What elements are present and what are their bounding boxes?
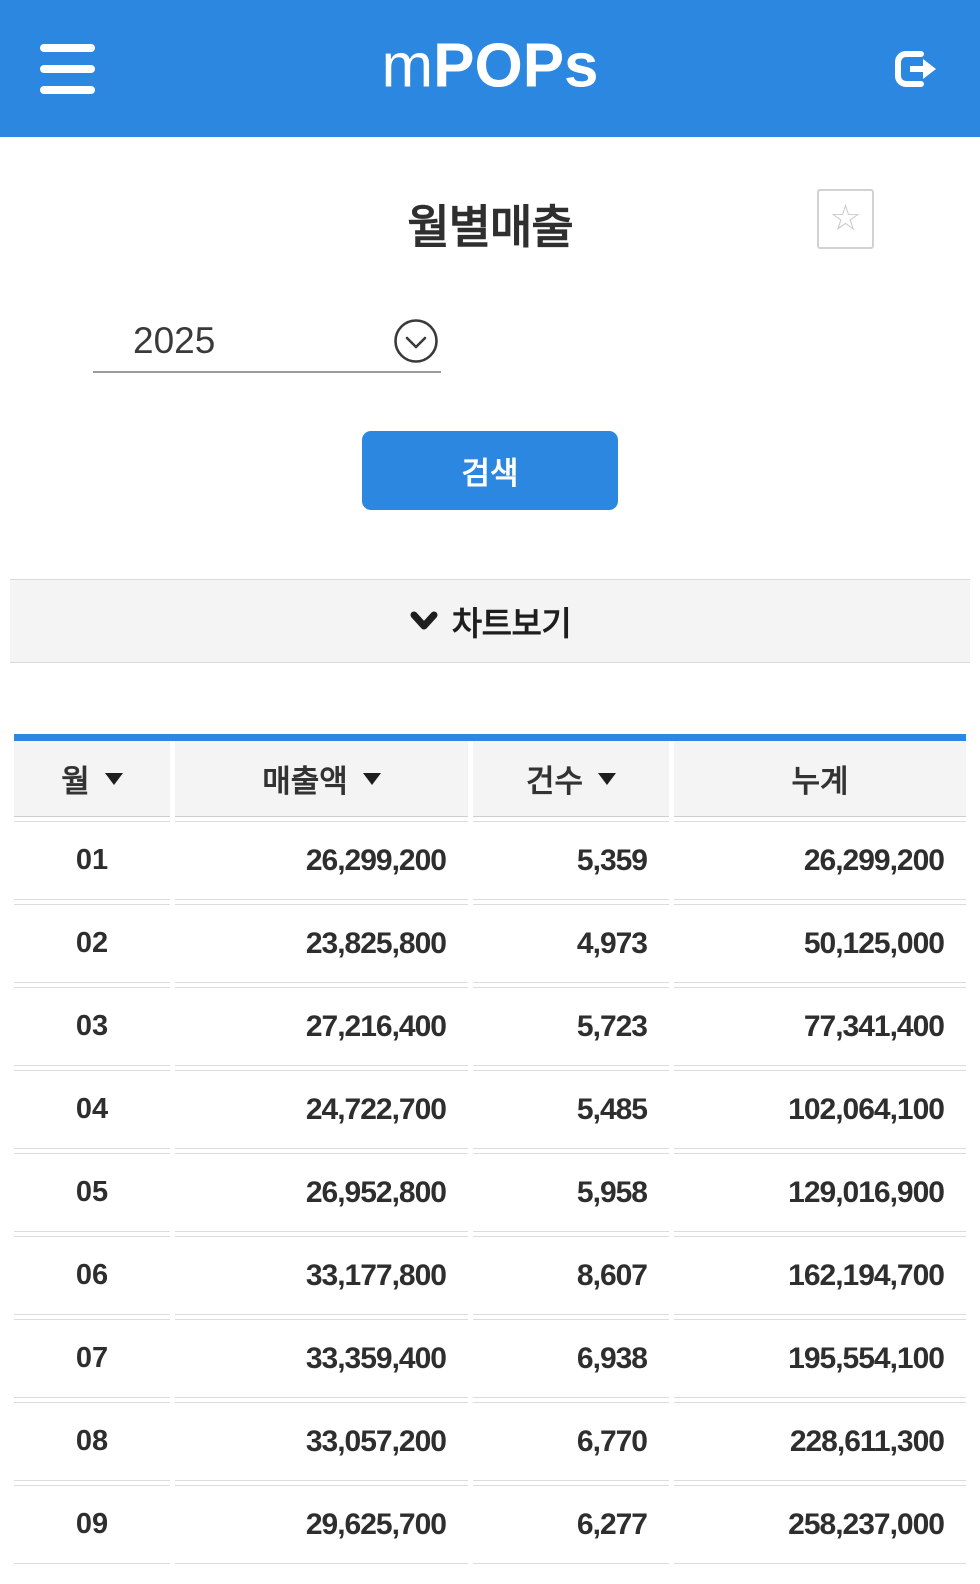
table-row: 03 27,216,400 5,723 77,341,400 — [14, 987, 966, 1066]
cell-month: 07 — [14, 1319, 170, 1398]
cell-month: 02 — [14, 904, 170, 983]
table-row: 01 26,299,200 5,359 26,299,200 — [14, 821, 966, 900]
cell-count: 6,938 — [473, 1319, 669, 1398]
cell-sales: 26,299,200 — [175, 821, 468, 900]
cell-cumulative: 26,299,200 — [674, 821, 966, 900]
page-title-row: 월별매출 ☆ — [0, 189, 980, 255]
app-title: mPOPs — [381, 30, 598, 101]
cell-count: 6,770 — [473, 1402, 669, 1481]
hamburger-menu-button[interactable] — [40, 40, 95, 98]
monthly-sales-table: 월 매출액 건수 누계 01 26,299,200 5,359 26,299,200 02 23… — [14, 734, 966, 1564]
cell-count: 5,723 — [473, 987, 669, 1066]
search-row: 검색 — [0, 431, 980, 510]
sort-arrow-icon — [598, 772, 617, 785]
cell-count: 5,958 — [473, 1153, 669, 1232]
chevron-down-icon — [410, 611, 438, 630]
cell-sales: 33,057,200 — [175, 1402, 468, 1481]
cell-cumulative: 195,554,100 — [674, 1319, 966, 1398]
cell-count: 6,277 — [473, 1485, 669, 1564]
cell-count: 5,485 — [473, 1070, 669, 1149]
column-header-1[interactable]: 월 — [14, 741, 170, 817]
cell-month: 06 — [14, 1236, 170, 1315]
chart-toggle-label: 차트보기 — [451, 605, 572, 642]
cell-cumulative: 162,194,700 — [674, 1236, 966, 1315]
cell-cumulative: 50,125,000 — [674, 904, 966, 983]
cell-sales: 29,625,700 — [175, 1485, 468, 1564]
favorite-button[interactable]: ☆ — [817, 189, 874, 249]
cell-month: 05 — [14, 1153, 170, 1232]
logout-button[interactable] — [888, 43, 940, 95]
hamburger-bar — [40, 64, 95, 73]
logout-icon — [895, 50, 936, 87]
table-row: 02 23,825,800 4,973 50,125,000 — [14, 904, 966, 983]
cell-sales: 33,359,400 — [175, 1319, 468, 1398]
hamburger-bar — [40, 85, 95, 94]
app-title-light: m — [381, 31, 434, 101]
chevron-down-circle-icon — [394, 319, 438, 363]
sort-arrow-icon — [104, 772, 123, 785]
column-label: 건수 — [525, 764, 584, 799]
cell-cumulative: 102,064,100 — [674, 1070, 966, 1149]
app-bar: mPOPs — [0, 0, 980, 137]
cell-cumulative: 77,341,400 — [674, 987, 966, 1066]
column-header-3[interactable]: 건수 — [473, 741, 669, 817]
cell-sales: 23,825,800 — [175, 904, 468, 983]
search-button[interactable]: 검색 — [362, 431, 618, 510]
cell-sales: 26,952,800 — [175, 1153, 468, 1232]
cell-cumulative: 129,016,900 — [674, 1153, 966, 1232]
year-value: 2025 — [133, 320, 216, 361]
table-row: 06 33,177,800 8,607 162,194,700 — [14, 1236, 966, 1315]
chart-view-toggle[interactable]: 차트보기 — [10, 579, 970, 663]
cell-count: 8,607 — [473, 1236, 669, 1315]
table-row: 09 29,625,700 6,277 258,237,000 — [14, 1485, 966, 1564]
cell-sales: 27,216,400 — [175, 987, 468, 1066]
page-title: 월별매출 — [407, 201, 573, 253]
cell-month: 04 — [14, 1070, 170, 1149]
year-select[interactable]: 2025 — [93, 317, 441, 373]
table-header-row: 월 매출액 건수 누계 — [14, 741, 966, 817]
cell-month: 08 — [14, 1402, 170, 1481]
star-icon: ☆ — [829, 197, 862, 238]
cell-month: 09 — [14, 1485, 170, 1564]
table-row: 05 26,952,800 5,958 129,016,900 — [14, 1153, 966, 1232]
app-title-bold: POPs — [433, 31, 599, 101]
cell-cumulative: 228,611,300 — [674, 1402, 966, 1481]
cell-month: 03 — [14, 987, 170, 1066]
table-row: 04 24,722,700 5,485 102,064,100 — [14, 1070, 966, 1149]
cell-count: 4,973 — [473, 904, 669, 983]
cell-month: 01 — [14, 821, 170, 900]
column-label: 월 — [61, 764, 90, 799]
column-label: 누계 — [791, 764, 849, 799]
hamburger-bar — [40, 43, 95, 52]
sort-arrow-icon — [362, 772, 381, 785]
column-header-4: 누계 — [674, 741, 966, 817]
cell-sales: 24,722,700 — [175, 1070, 468, 1149]
column-label: 매출액 — [262, 764, 348, 799]
table-row: 07 33,359,400 6,938 195,554,100 — [14, 1319, 966, 1398]
cell-cumulative: 258,237,000 — [674, 1485, 966, 1564]
cell-sales: 33,177,800 — [175, 1236, 468, 1315]
table-body: 01 26,299,200 5,359 26,299,200 02 23,825,800 4… — [14, 821, 966, 1564]
table-row: 08 33,057,200 6,770 228,611,300 — [14, 1402, 966, 1481]
cell-count: 5,359 — [473, 821, 669, 900]
column-header-2[interactable]: 매출액 — [175, 741, 468, 817]
